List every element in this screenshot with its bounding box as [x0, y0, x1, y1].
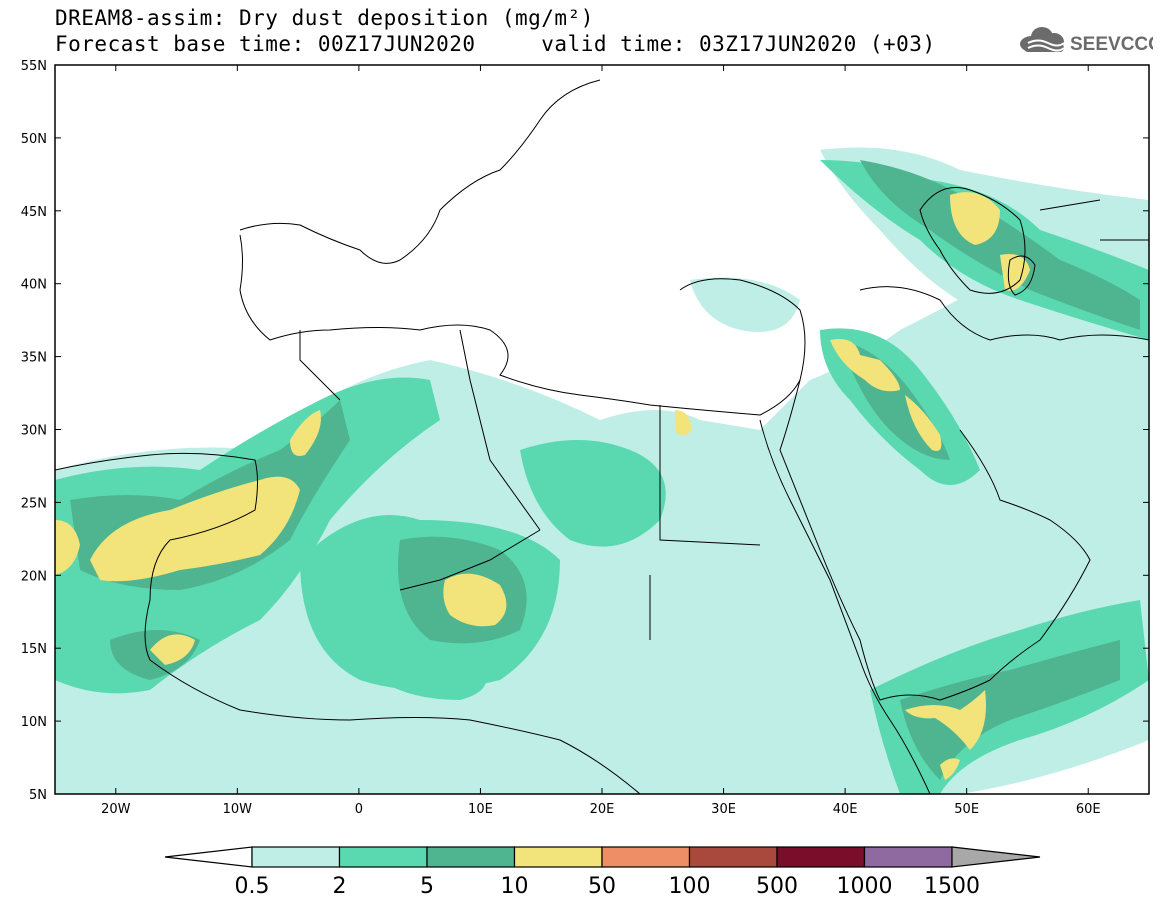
lat-label: 25N	[21, 496, 47, 511]
axis-ticks	[55, 64, 1149, 795]
colorbar-swatch	[513, 846, 603, 868]
lon-label: 40E	[833, 802, 858, 817]
lon-label: 20E	[590, 802, 615, 817]
lon-label: 20W	[101, 802, 131, 817]
lat-label: 5N	[29, 788, 47, 803]
colorbar-label: 0.5	[235, 874, 270, 899]
colorbar-label: 1000	[837, 874, 893, 899]
lat-label: 35N	[21, 351, 47, 366]
lat-label: 15N	[21, 642, 47, 657]
seevccc-logo: SEEVCCC	[1018, 24, 1162, 58]
map-title: DREAM8-assim: Dry dust deposition (mg/m²…	[55, 6, 594, 30]
colorbar-label: 500	[756, 874, 798, 899]
colorbar-swatch	[863, 846, 953, 868]
lat-label: 20N	[21, 569, 47, 584]
deposition-field	[55, 147, 1149, 794]
lat-label: 30N	[21, 424, 47, 439]
lat-label: 40N	[21, 278, 47, 293]
lat-label: 45N	[21, 205, 47, 220]
colorbar-label: 50	[588, 874, 616, 899]
colorbar-label: 100	[669, 874, 711, 899]
colorbar-label: 1500	[924, 874, 980, 899]
colorbar-swatch	[688, 846, 778, 868]
colorbar: 0.5 2 5 10 50 100 500 1000 1500	[164, 846, 1041, 899]
colorbar-label: 10	[501, 874, 529, 899]
colorbar-swatch	[426, 846, 516, 868]
lon-label: 10E	[468, 802, 493, 817]
longitude-labels: 20W 10W 0 10E 20E 30E 40E 50E 60E	[101, 802, 1101, 817]
coastlines-borders	[55, 79, 1149, 794]
deposition-level-10-50	[55, 192, 1030, 780]
forecast-time-line: Forecast base time: 00Z17JUN2020 valid t…	[55, 32, 936, 56]
lat-label: 10N	[21, 715, 47, 730]
lon-label: 30E	[711, 802, 736, 817]
lon-label: 50E	[954, 802, 979, 817]
colorbar-swatch	[601, 846, 691, 868]
lat-label: 55N	[21, 59, 47, 74]
colorbar-swatch	[776, 846, 866, 868]
colorbar-label: 2	[333, 874, 347, 899]
lon-label: 10W	[223, 802, 253, 817]
logo-text: SEEVCCC	[1070, 34, 1153, 55]
lon-label: 60E	[1076, 802, 1101, 817]
lat-label: 50N	[21, 132, 47, 147]
colorbar-right-arrow	[951, 846, 1041, 868]
colorbar-swatch	[338, 846, 428, 868]
colorbar-label: 5	[420, 874, 434, 899]
colorbar-left-arrow	[164, 846, 253, 868]
lon-label: 0	[355, 802, 363, 817]
colorbar-swatch	[251, 846, 341, 868]
latitude-labels: 5N 10N 15N 20N 25N 30N 35N 40N 45N 50N 55N	[21, 59, 47, 803]
